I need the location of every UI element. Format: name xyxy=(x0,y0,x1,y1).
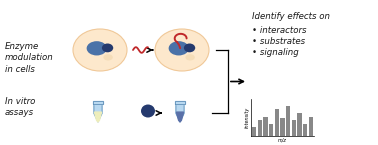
Bar xyxy=(286,106,290,136)
Polygon shape xyxy=(94,112,102,122)
Bar xyxy=(258,120,262,136)
Ellipse shape xyxy=(184,44,195,52)
Bar xyxy=(303,124,307,136)
Y-axis label: Intensity: Intensity xyxy=(245,107,250,128)
Text: • substrates: • substrates xyxy=(252,37,305,46)
X-axis label: m/z: m/z xyxy=(278,138,287,143)
Polygon shape xyxy=(177,112,184,122)
Ellipse shape xyxy=(87,41,107,55)
Ellipse shape xyxy=(141,105,155,117)
Ellipse shape xyxy=(103,54,113,60)
Bar xyxy=(252,127,256,136)
Ellipse shape xyxy=(185,54,195,60)
Bar xyxy=(292,120,296,136)
Bar xyxy=(297,113,302,136)
Bar xyxy=(280,118,285,136)
Ellipse shape xyxy=(102,44,113,52)
Text: Identify effects on: Identify effects on xyxy=(252,12,330,21)
Bar xyxy=(269,124,273,136)
Text: • signaling: • signaling xyxy=(252,48,299,57)
Ellipse shape xyxy=(155,29,209,71)
Polygon shape xyxy=(93,101,103,104)
Bar xyxy=(263,117,268,136)
Text: • interactors: • interactors xyxy=(252,26,307,35)
Ellipse shape xyxy=(169,41,189,55)
Polygon shape xyxy=(175,101,185,104)
Polygon shape xyxy=(176,104,184,122)
Text: In vitro
assays: In vitro assays xyxy=(5,97,36,117)
Bar xyxy=(309,117,313,136)
Bar xyxy=(275,109,279,136)
Text: Enzyme
modulation
in cells: Enzyme modulation in cells xyxy=(5,42,54,74)
Polygon shape xyxy=(94,104,102,122)
Ellipse shape xyxy=(73,29,127,71)
